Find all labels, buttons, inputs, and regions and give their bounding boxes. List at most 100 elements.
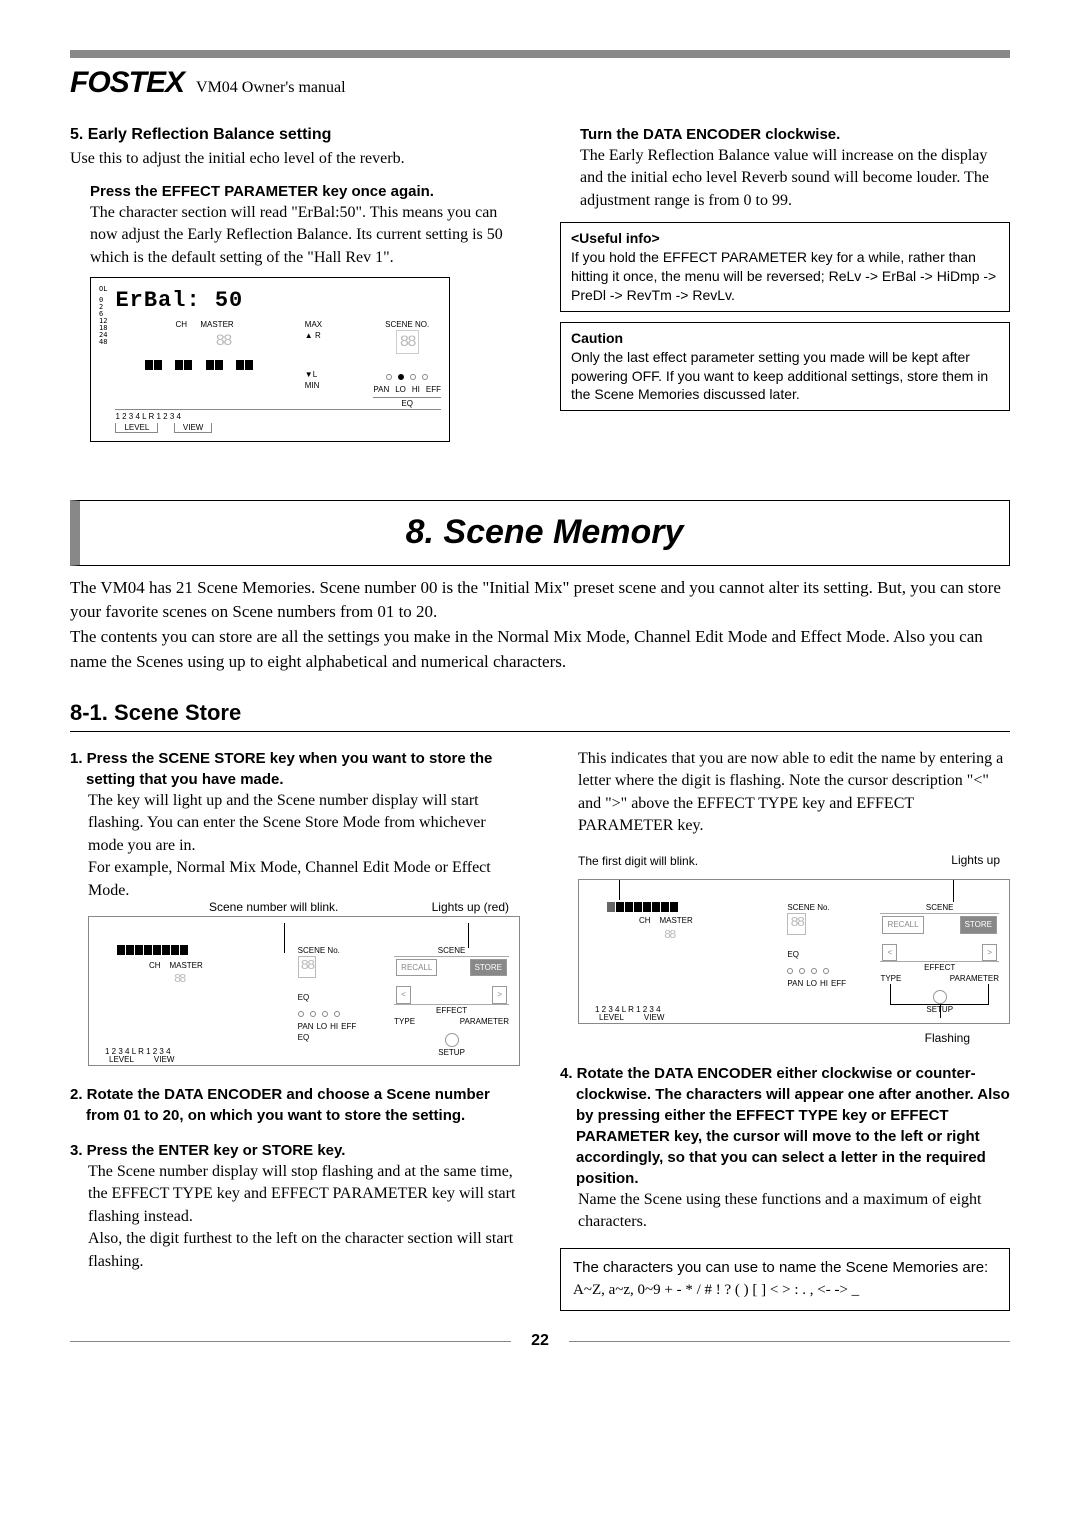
step1-body: The key will light up and the Scene numb… xyxy=(88,790,520,902)
d2-view: VIEW xyxy=(644,1013,664,1022)
d1-setup: SETUP xyxy=(394,1047,509,1058)
section-8-title: 8. Scene Memory xyxy=(406,513,684,551)
level-label: LEVEL xyxy=(115,423,158,433)
page-number-bar: 22 xyxy=(70,1341,1010,1364)
section-8-1-columns: 1. Press the SCENE STORE key when you wa… xyxy=(70,748,1010,1311)
d2-master: MASTER xyxy=(659,916,692,925)
d2-effect: EFFECT xyxy=(880,961,999,973)
d2-scene88: 88 xyxy=(787,913,806,935)
diag2-label1: The first digit will blink. xyxy=(578,854,698,868)
diag2-label3: Flashing xyxy=(560,1030,970,1047)
lo-label: LO xyxy=(395,384,406,395)
r-label: ▲ R xyxy=(305,330,322,341)
d1-sceneno: SCENE No. xyxy=(298,945,375,956)
d2-eff: EFF xyxy=(831,978,846,989)
brand-logo: FOSTEX xyxy=(70,62,184,104)
scene-no-label: SCENE NO. xyxy=(373,319,441,330)
section-8-1-title: 8-1. Scene Store xyxy=(70,698,1010,732)
encoder-bold: Turn the DATA ENCODER clockwise. xyxy=(580,124,1010,145)
l-label: ▼L xyxy=(305,369,322,380)
d1-lo: LO xyxy=(316,1021,327,1032)
d2-param: PARAMETER xyxy=(950,973,999,984)
d1-master: MASTER xyxy=(169,961,202,970)
top-columns: 5. Early Reflection Balance setting Use … xyxy=(70,124,1010,450)
sec5-step-body: The character section will read "ErBal:5… xyxy=(90,202,520,269)
caution-box: Caution Only the last effect parameter s… xyxy=(560,322,1010,412)
d1-eff: EFF xyxy=(341,1021,356,1032)
ch-label: CH xyxy=(175,320,187,329)
d2-lt: < xyxy=(882,944,897,961)
d1-effect: EFFECT xyxy=(394,1004,509,1016)
step3-body: The Scene number display will stop flash… xyxy=(88,1161,520,1273)
useful-title: <Useful info> xyxy=(571,229,999,248)
useful-body: If you hold the EFFECT PARAMETER key for… xyxy=(571,248,999,305)
left-column: 5. Early Reflection Balance setting Use … xyxy=(70,124,520,450)
d2-eq2: EQ xyxy=(787,949,866,960)
d2-sceneno: SCENE No. xyxy=(787,902,866,913)
d1-scene88: 88 xyxy=(298,956,317,978)
d1-type: TYPE xyxy=(394,1016,415,1027)
caution-body: Only the last effect parameter setting y… xyxy=(571,348,999,405)
page-header: FOSTEX VM04 Owner's manual xyxy=(70,50,1010,104)
ol-label: OL xyxy=(99,286,107,293)
eq-label: EQ xyxy=(373,397,441,409)
d2-type: TYPE xyxy=(880,973,901,984)
sec5-intro: Use this to adjust the initial echo leve… xyxy=(70,148,520,170)
s81-left: 1. Press the SCENE STORE key when you wa… xyxy=(70,748,520,1311)
d2-gt: > xyxy=(982,944,997,961)
step1-bold: 1. Press the SCENE STORE key when you wa… xyxy=(86,748,520,790)
step2-bold: 2. Rotate the DATA ENCODER and choose a … xyxy=(86,1084,520,1126)
hi-label: HI xyxy=(412,384,420,395)
encoder-body: The Early Reflection Balance value will … xyxy=(580,145,1010,212)
d2-scene: SCENE xyxy=(880,902,999,914)
right-column: Turn the DATA ENCODER clockwise. The Ear… xyxy=(560,124,1010,450)
d2-88: 88 xyxy=(664,927,773,944)
pan-label: PAN xyxy=(373,384,389,395)
d1-hi: HI xyxy=(330,1021,338,1032)
d1-eq2: EQ xyxy=(298,992,375,1003)
d2-store: STORE xyxy=(960,916,997,933)
scene-88: 88 xyxy=(396,330,419,354)
min-label: MIN xyxy=(305,380,322,391)
caution-title: Caution xyxy=(571,329,999,348)
diagram-2: CH MASTER 88 SCENE No. 88 EQ PANLOHIEFF … xyxy=(578,879,1010,1024)
lcd-display: OL 0 2 6 12 18 24 48 ErBal: 50 CH MASTER… xyxy=(90,277,450,442)
sec5-step-bold: Press the EFFECT PARAMETER key once agai… xyxy=(90,181,520,202)
scale-values: 0 2 6 12 18 24 48 xyxy=(99,297,107,346)
d1-view: VIEW xyxy=(154,1055,174,1064)
d1-gt: > xyxy=(492,986,507,1003)
diagram-1: Scene number will blink. Lights up (red)… xyxy=(88,916,520,1066)
d1-recall: RECALL xyxy=(396,959,437,976)
characters-box: The characters you can use to name the S… xyxy=(560,1248,1010,1311)
section-8-intro: The VM04 has 21 Scene Memories. Scene nu… xyxy=(70,576,1010,675)
d1-store: STORE xyxy=(470,959,507,976)
meter-scale: OL 0 2 6 12 18 24 48 xyxy=(99,286,107,346)
d2-ch: CH xyxy=(639,916,651,925)
step3-bold: 3. Press the ENTER key or STORE key. xyxy=(86,1140,520,1161)
d2-hi: HI xyxy=(820,978,828,989)
page-number: 22 xyxy=(511,1332,569,1349)
eff-label: EFF xyxy=(426,384,441,395)
d1-param: PARAMETER xyxy=(460,1016,509,1027)
d1-scene: SCENE xyxy=(394,945,509,957)
d2-lo: LO xyxy=(806,978,817,989)
channel-numbers: 1 2 3 4 L R 1 2 3 4 xyxy=(115,409,441,422)
d2-level: LEVEL xyxy=(599,1013,624,1022)
max-label: MAX xyxy=(305,319,322,330)
diag1-label2: Lights up (red) xyxy=(432,899,509,916)
d1-88: 88 xyxy=(174,971,278,988)
diag2-label2: Lights up xyxy=(951,852,1000,869)
charbox-chars: A~Z, a~z, 0~9 + - * / # ! ? ( ) [ ] < > … xyxy=(573,1279,997,1302)
view-label: VIEW xyxy=(174,423,212,433)
d1-ch: CH xyxy=(149,961,161,970)
master-88: 88 xyxy=(215,330,253,352)
d1-lt: < xyxy=(396,986,411,1003)
lcd-text: ErBal: 50 xyxy=(115,286,441,317)
d1-eq: EQ xyxy=(298,1032,375,1043)
section-8-header: 8. Scene Memory xyxy=(70,500,1010,566)
manual-title: VM04 Owner's manual xyxy=(196,77,346,99)
step4-body: Name the Scene using these functions and… xyxy=(578,1189,1010,1234)
step4-bold: 4. Rotate the DATA ENCODER either clockw… xyxy=(576,1063,1010,1189)
right-body1: This indicates that you are now able to … xyxy=(578,748,1010,838)
d2-recall: RECALL xyxy=(882,916,923,933)
